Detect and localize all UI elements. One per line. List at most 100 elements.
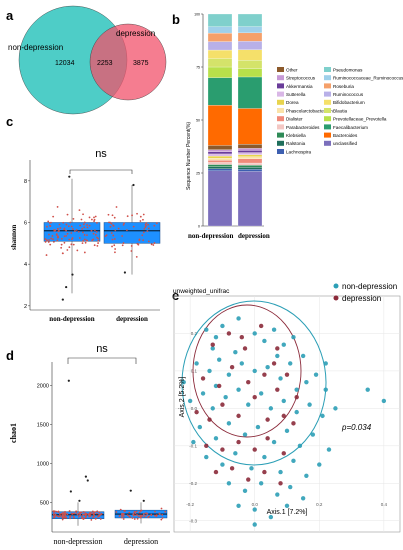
- sample-point: [83, 221, 86, 224]
- point-depression: [275, 346, 280, 351]
- panel-label-c: c: [6, 114, 13, 129]
- bar-legend: Other Streptococcus Akkermansia Sutterella D…: [277, 67, 403, 154]
- sample-point: [57, 228, 59, 230]
- bar-x-label-non-depression: non-depression: [188, 232, 233, 240]
- sample-point: [70, 238, 73, 241]
- venn-label-non-depression: non-depression: [8, 43, 63, 52]
- bar-segment-parabacteroides: [207, 162, 233, 165]
- shannon-significance-bracket: ns: [69, 148, 133, 174]
- legend-swatch: [324, 108, 331, 113]
- sample-point: [65, 234, 68, 237]
- sample-point: [122, 518, 125, 520]
- sample-point: [66, 513, 69, 516]
- sample-point: [133, 518, 136, 520]
- bar-segment-pseudomonas: [207, 13, 233, 27]
- sample-point: [56, 515, 59, 518]
- sample-point: [88, 216, 91, 219]
- point-depression: [210, 342, 215, 347]
- legend-swatch: [277, 149, 284, 154]
- sample-point: [65, 223, 68, 226]
- sample-point: [72, 218, 75, 220]
- point-non-depression: [317, 462, 322, 467]
- legend-label: Dorea: [286, 100, 299, 105]
- point-depression: [236, 413, 241, 419]
- legend-label-non-depression: non-depression: [342, 282, 397, 291]
- pcoa-gridlines: -0.2 0.0 0.2 0.4 -0.3 -0.2 -0.1 0.0 0.1 0.2: [174, 296, 400, 532]
- sample-point: [114, 251, 116, 254]
- sample-point: [86, 239, 89, 242]
- x-tick-label: 0.0: [252, 502, 259, 507]
- ellipse-depression: [192, 304, 302, 438]
- sample-point: [60, 243, 63, 246]
- sample-point: [75, 510, 78, 513]
- x-tick-label: 0.4: [381, 502, 388, 507]
- sample-point: [82, 518, 85, 521]
- point-non-depression: [220, 323, 225, 329]
- point-depression: [265, 436, 270, 441]
- sample-point: [138, 511, 141, 514]
- outlier-point: [123, 271, 127, 274]
- sample-point: [63, 512, 66, 515]
- sample-point: [110, 222, 113, 225]
- legend-label: Roseburia: [333, 84, 354, 89]
- point-non-depression: [294, 409, 299, 415]
- panel-label-a: a: [6, 8, 14, 23]
- sample-point: [56, 236, 59, 239]
- point-depression: [258, 323, 264, 329]
- legend-label: Phascolarctobacterium: [286, 108, 333, 113]
- bar-segment-unclassified: [207, 170, 233, 227]
- stacked-bar-chart: Sequence Number Percent(%) 0 25 50 75 100 no…: [186, 13, 403, 241]
- bar-y-tick-label: 100: [194, 13, 200, 17]
- bar-segment-bacteroides: [237, 108, 263, 145]
- bar-segment-parabacteroides: [237, 162, 263, 166]
- point-non-depression: [210, 406, 215, 411]
- point-non-depression: [204, 454, 209, 460]
- sample-point: [139, 514, 142, 517]
- legend-swatch: [277, 132, 284, 138]
- point-non-depression: [288, 484, 293, 490]
- sample-point: [131, 517, 134, 519]
- point-non-depression: [262, 338, 267, 344]
- legend-label: Other: [286, 67, 298, 72]
- bar-segment-phascolarctobacterium: [207, 158, 233, 161]
- sample-point: [92, 232, 95, 235]
- sample-point: [136, 514, 138, 516]
- sample-point: [121, 244, 124, 247]
- point-depression: [220, 447, 225, 452]
- sample-point: [113, 244, 116, 247]
- sample-point: [119, 508, 122, 511]
- shannon-x-label-non-depression: non-depression: [49, 315, 94, 323]
- sample-point: [52, 516, 55, 519]
- sample-point: [139, 516, 142, 518]
- sample-point: [122, 515, 125, 518]
- point-non-depression: [252, 507, 257, 512]
- sample-point: [77, 515, 80, 518]
- sample-point: [53, 511, 55, 514]
- y-tick-label: 1500: [37, 422, 49, 428]
- sample-point: [79, 514, 81, 517]
- sample-point: [93, 229, 96, 232]
- bar-segment-bacteroides: [207, 105, 233, 146]
- point-depression: [217, 383, 222, 389]
- point-non-depression: [284, 428, 290, 434]
- sample-point: [132, 513, 135, 516]
- sample-point: [108, 221, 110, 224]
- sample-point: [145, 514, 147, 517]
- y-tick-label: -0.1: [189, 443, 197, 448]
- legend-label: Bacteroides: [333, 133, 358, 138]
- sample-point: [136, 517, 139, 520]
- bar-segment-faecalibacterium: [207, 77, 233, 106]
- sample-point: [88, 513, 91, 516]
- legend-label: Blautia: [333, 108, 347, 113]
- point-non-depression: [223, 394, 228, 400]
- venn-label-depression: depression: [116, 29, 155, 38]
- point-depression: [207, 417, 212, 422]
- point-depression: [294, 394, 299, 400]
- outlier-point: [65, 285, 68, 289]
- sample-point: [75, 511, 78, 514]
- legend-swatch: [324, 124, 331, 130]
- sample-point: [83, 238, 86, 241]
- y-tick-label: -0.2: [189, 481, 197, 486]
- point-depression: [229, 364, 235, 370]
- legend-swatch: [277, 116, 284, 122]
